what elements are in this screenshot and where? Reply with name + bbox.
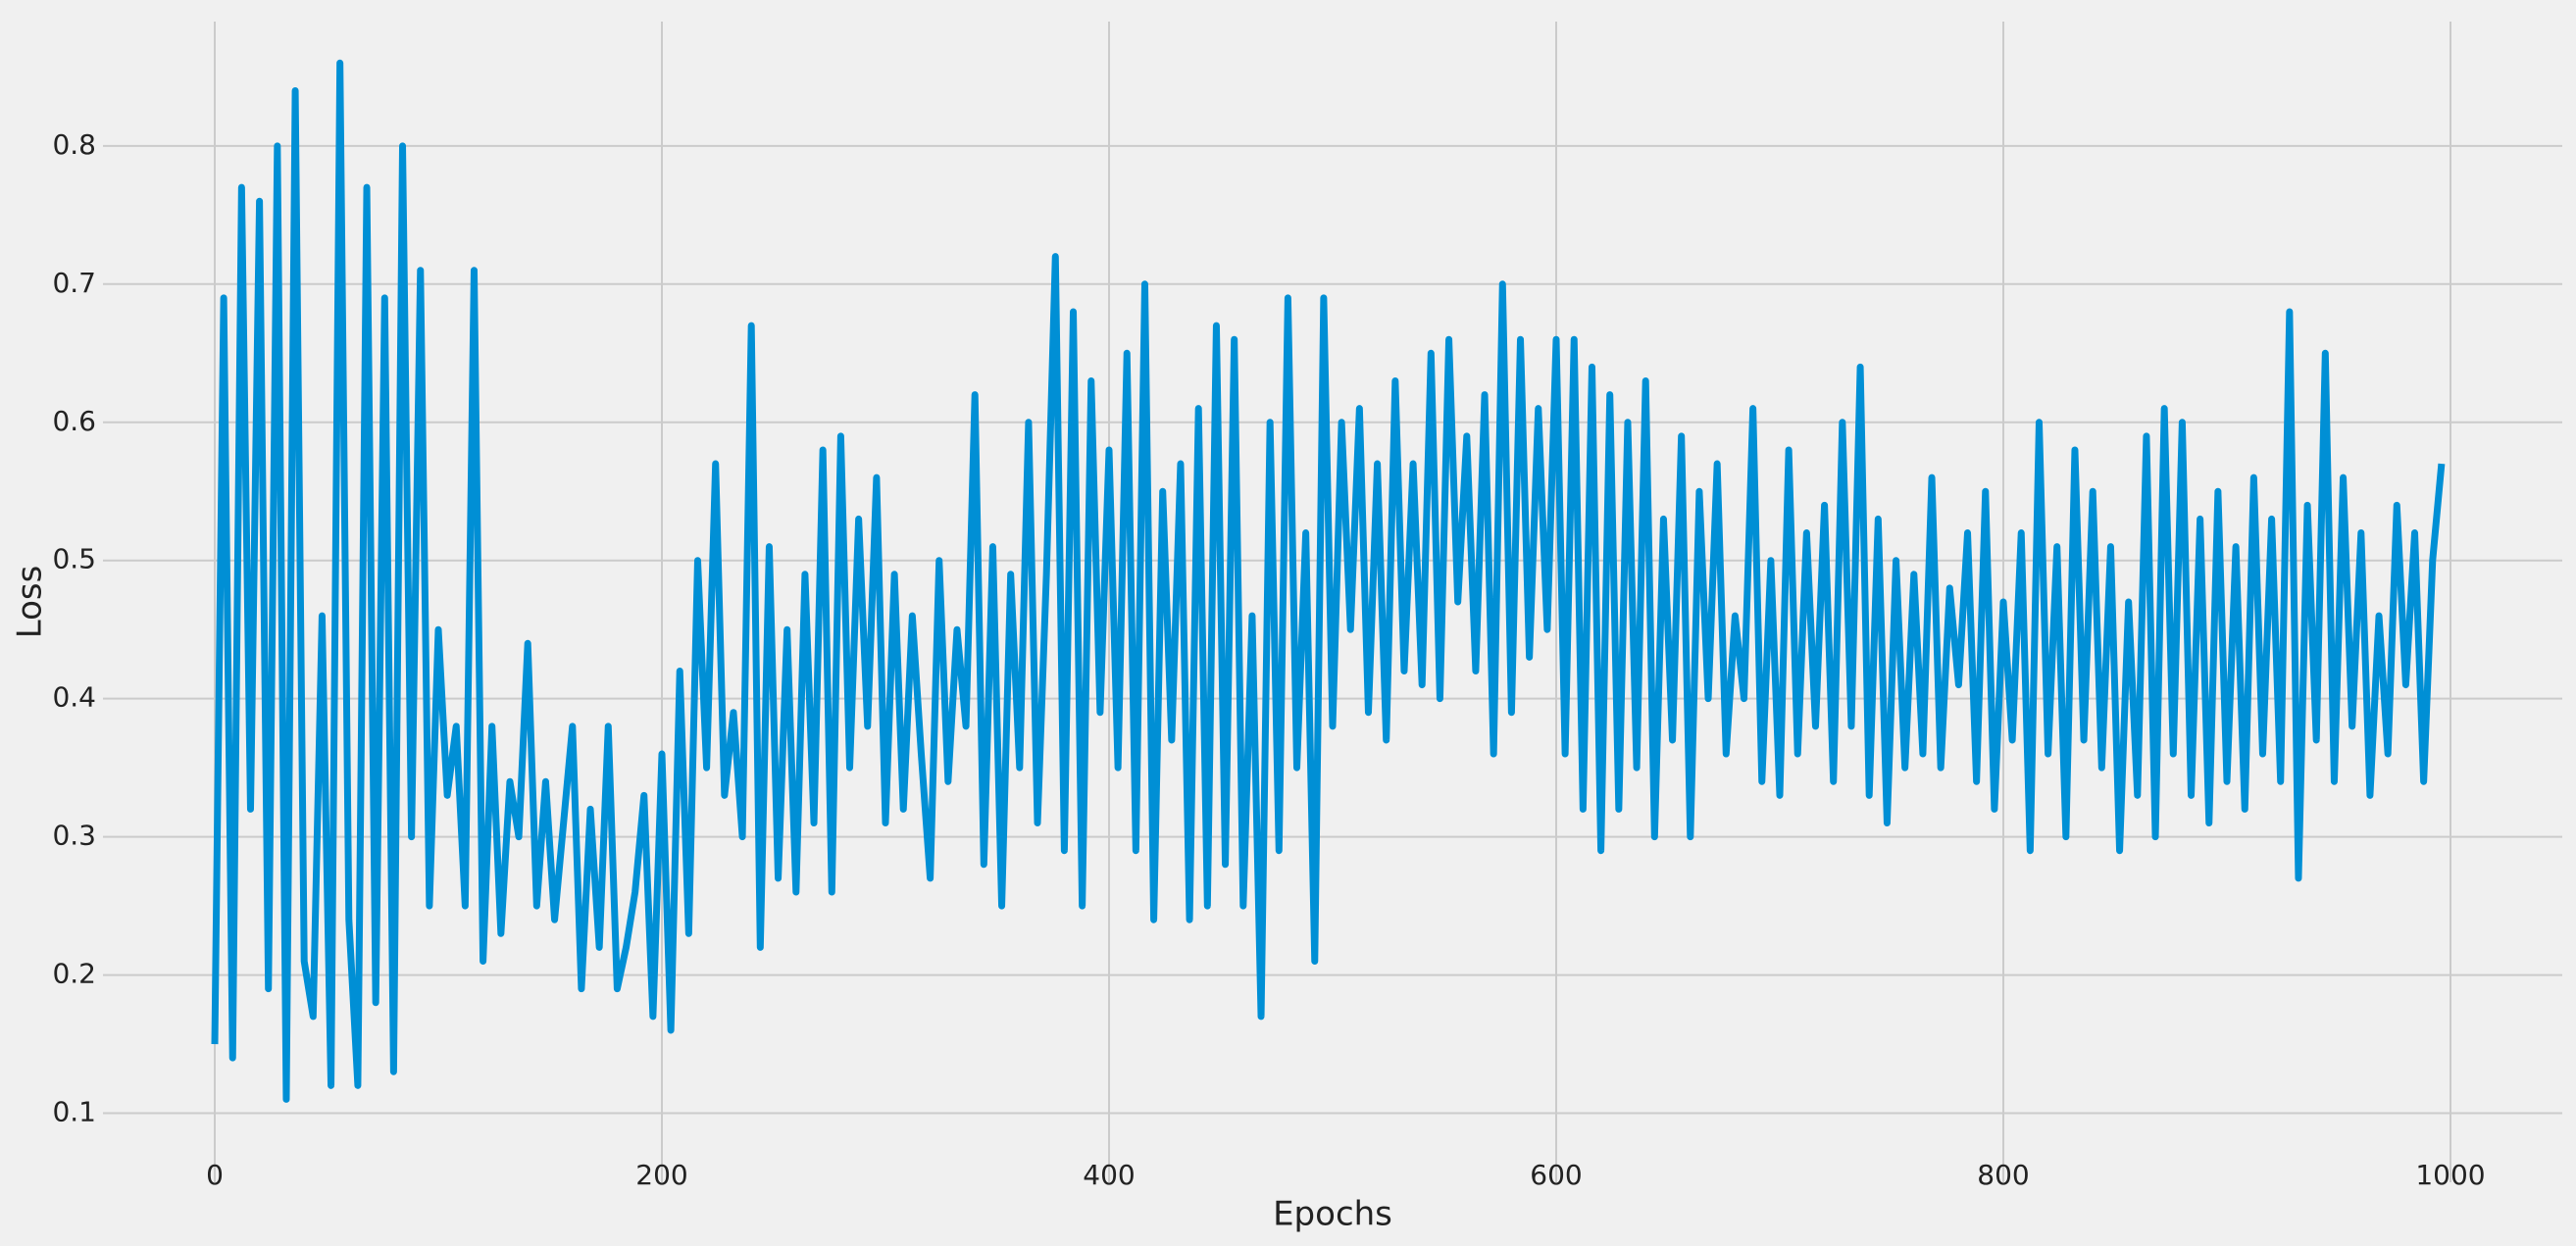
y-tick-label: 0.7 (52, 267, 96, 299)
x-tick-label: 600 (1530, 1159, 1582, 1191)
x-tick-label: 800 (1977, 1159, 2029, 1191)
y-tick-label: 0.2 (52, 958, 96, 990)
x-axis-label: Epochs (1273, 1195, 1392, 1234)
x-tick-label: 200 (635, 1159, 687, 1191)
y-tick-label: 0.5 (52, 543, 96, 575)
x-tick-label: 400 (1083, 1159, 1135, 1191)
x-tick-label: 0 (206, 1159, 224, 1191)
y-tick-label: 0.6 (52, 405, 96, 437)
y-tick-label: 0.3 (52, 820, 96, 852)
x-tick-label: 1000 (2415, 1159, 2485, 1191)
loss-line (211, 59, 2446, 1103)
y-axis-label: Loss (11, 566, 50, 639)
y-tick-label: 0.4 (52, 681, 96, 714)
y-tick-label: 0.1 (52, 1096, 96, 1128)
y-tick-label: 0.8 (52, 128, 96, 161)
